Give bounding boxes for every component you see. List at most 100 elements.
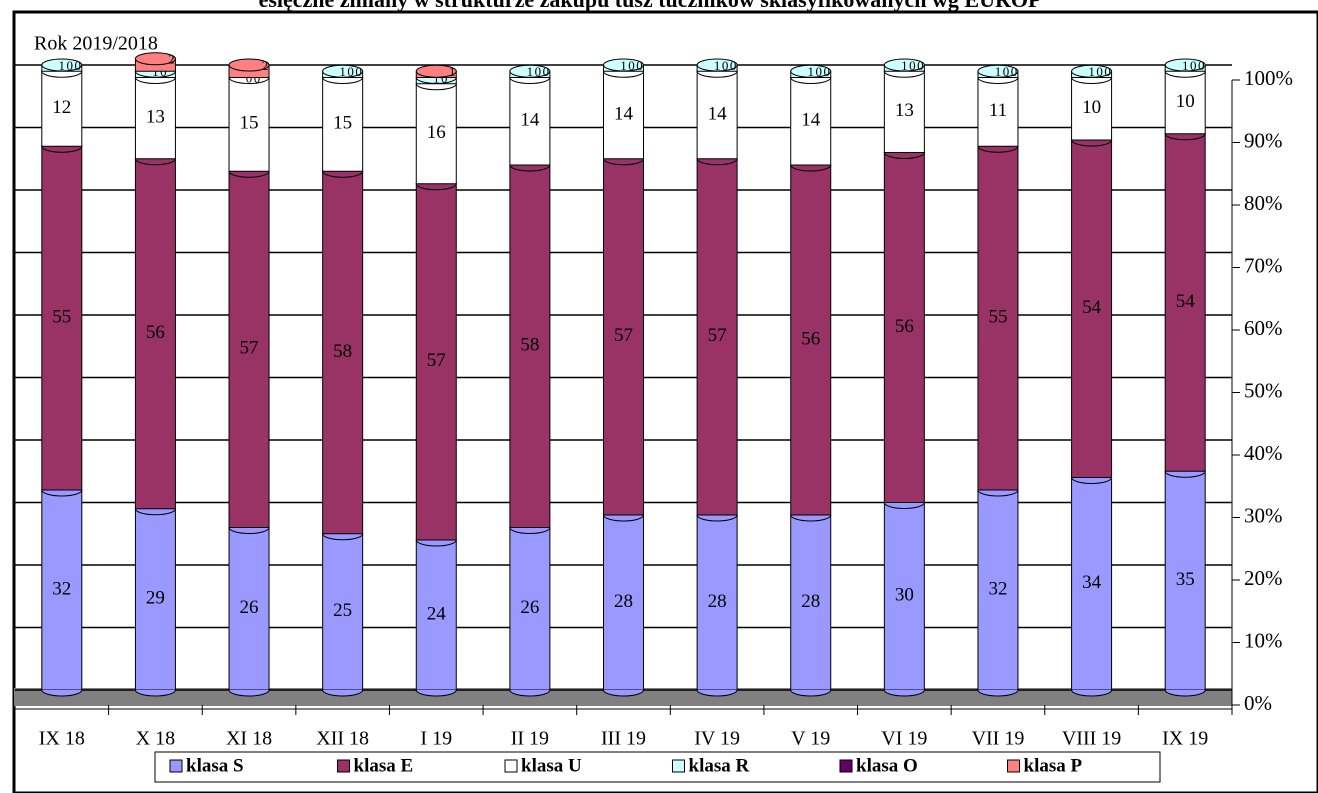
x-tick-label: V 19: [791, 728, 830, 750]
legend-swatch: [337, 759, 350, 773]
value-label: 0: [1096, 64, 1103, 79]
x-tick-label: I 19: [420, 728, 452, 750]
bar-bottom: [696, 689, 738, 697]
bar-bottom: [228, 689, 270, 697]
segment-cap: [603, 58, 644, 72]
bar-segment: [509, 527, 551, 691]
y-tick-label: 30%: [1244, 503, 1283, 527]
value-label: 0: [722, 58, 729, 73]
value-label: 35: [1176, 569, 1195, 590]
legend-swatch: [1007, 759, 1020, 773]
value-label: 58: [333, 341, 352, 362]
value-label: 57: [240, 338, 259, 359]
bar-segment: [134, 77, 176, 160]
value-label: 28: [708, 591, 727, 612]
bar-segment: [322, 77, 364, 172]
x-tick-label: IX 19: [1162, 728, 1208, 750]
bar-segment: [883, 502, 925, 691]
value-label: 15: [333, 113, 352, 134]
bar-segment: [509, 164, 551, 528]
value-label: 0: [75, 58, 82, 73]
value-label: 10: [1082, 97, 1101, 118]
bar-segment: [790, 164, 832, 516]
x-tick-label: XI 18: [226, 728, 272, 750]
value-label: 54: [1082, 297, 1102, 318]
legend-label: klasa P: [1024, 755, 1083, 776]
value-label: 0: [355, 64, 362, 79]
legend-label: klasa O: [856, 755, 918, 776]
value-label: 56: [146, 322, 165, 343]
value-label: 28: [801, 591, 820, 612]
value-label: 0: [636, 58, 643, 73]
value-label: 13: [895, 100, 914, 121]
segment-cap: [134, 52, 176, 66]
value-label: 0: [730, 58, 737, 73]
bar-segment: [1164, 470, 1206, 691]
value-label: 0: [628, 58, 635, 73]
bar-segment: [228, 527, 270, 691]
chart-title: esięczne zmiany w strukturze zakupu tusz…: [259, 0, 1042, 12]
value-label: 0: [535, 64, 542, 79]
value-label: 1: [527, 64, 534, 79]
value-label: 0: [815, 64, 822, 79]
y-tick-label: 100%: [1244, 66, 1293, 90]
value-label: 0: [543, 64, 550, 79]
value-label: 55: [52, 306, 71, 327]
floor: [14, 688, 1232, 706]
bar-segment: [977, 77, 1019, 147]
value-label: 26: [240, 597, 259, 618]
bar-bottom: [603, 689, 644, 697]
value-label: 58: [520, 335, 539, 356]
value-label: 30: [895, 585, 914, 606]
value-label: 1: [59, 58, 66, 73]
value-label: 26: [520, 597, 539, 618]
bar-segment: [603, 514, 644, 691]
value-label: 0: [823, 64, 830, 79]
value-label: 10: [1176, 91, 1195, 112]
legend-swatch: [672, 759, 685, 773]
segment-cap: [696, 58, 738, 72]
bar-segment: [977, 145, 1019, 491]
x-tick-label: VII 19: [972, 728, 1025, 750]
value-label: 12: [52, 97, 71, 118]
legend-swatch: [504, 759, 518, 773]
bar-segment: [1071, 139, 1113, 478]
x-tick-label: III 19: [601, 728, 646, 750]
segment-cap: [790, 64, 832, 78]
y-tick-label: 10%: [1244, 628, 1283, 652]
chart-frame: [12, 10, 1318, 793]
x-tick-label: VI 19: [881, 728, 927, 750]
bar-segment: [883, 152, 925, 503]
value-label: 57: [427, 350, 446, 371]
value-label: 57: [708, 325, 727, 346]
value-label: 1: [1088, 64, 1095, 79]
bar-bottom: [509, 689, 551, 697]
value-label: 0: [1104, 64, 1111, 79]
value-label: 2: [168, 52, 175, 67]
legend-label: klasa S: [186, 755, 244, 776]
legend-box: [154, 751, 1161, 783]
x-tick-label: IV 19: [694, 728, 740, 750]
bar-segment: [415, 83, 457, 185]
value-label: 32: [988, 578, 1007, 599]
value-label: 14: [614, 103, 634, 124]
value-label: 1: [620, 58, 627, 73]
bar-bottom: [790, 689, 832, 697]
bar-segment: [696, 158, 738, 516]
y-tick-label: 20%: [1244, 566, 1283, 590]
value-label: 0: [909, 58, 916, 73]
value-label: 1: [449, 64, 456, 79]
bar-bottom: [322, 689, 364, 697]
segment-cap: [1071, 64, 1113, 78]
value-label: 0: [1190, 58, 1197, 73]
segment-cap: [509, 64, 551, 78]
value-label: 34: [1082, 572, 1102, 593]
bar-bottom: [1164, 689, 1206, 697]
value-label: 28: [614, 591, 633, 612]
value-label: 1: [714, 58, 721, 73]
value-label: 16: [427, 122, 446, 143]
value-label: 56: [895, 316, 914, 337]
value-label: 1: [807, 64, 814, 79]
bar-segment: [1164, 133, 1206, 472]
y-tick-label: 60%: [1244, 316, 1283, 340]
